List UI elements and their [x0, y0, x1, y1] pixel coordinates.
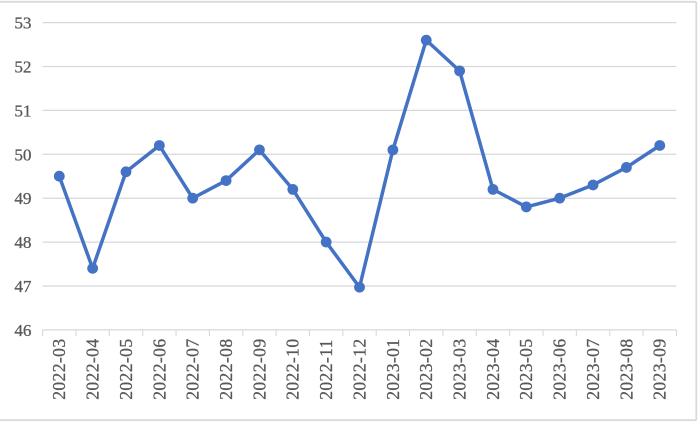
svg-text:2023-06: 2023-06 [550, 338, 570, 399]
svg-text:46: 46 [14, 321, 32, 340]
svg-text:47: 47 [14, 277, 32, 296]
svg-text:2022-09: 2022-09 [249, 338, 269, 399]
svg-text:2022-10: 2022-10 [283, 338, 303, 399]
svg-text:52: 52 [14, 58, 31, 77]
svg-text:2022-12: 2022-12 [349, 338, 369, 399]
svg-text:49: 49 [14, 189, 31, 208]
svg-text:2023-03: 2023-03 [450, 338, 470, 399]
svg-text:2022-08: 2022-08 [216, 338, 236, 399]
svg-text:2022-05: 2022-05 [116, 338, 136, 399]
svg-text:2022-03: 2022-03 [49, 338, 69, 399]
svg-text:2023-05: 2023-05 [516, 338, 536, 399]
svg-text:2023-02: 2023-02 [416, 338, 436, 399]
svg-text:2023-09: 2023-09 [650, 338, 670, 399]
svg-text:2023-07: 2023-07 [583, 338, 603, 399]
svg-text:51: 51 [14, 101, 31, 120]
svg-text:53: 53 [14, 14, 31, 33]
svg-text:2022-04: 2022-04 [83, 338, 103, 399]
svg-text:48: 48 [14, 233, 31, 252]
svg-text:50: 50 [14, 145, 31, 164]
svg-text:2022-11: 2022-11 [316, 339, 336, 400]
svg-text:2023-04: 2023-04 [483, 338, 503, 399]
svg-text:2023-08: 2023-08 [616, 338, 636, 399]
svg-text:2023-01: 2023-01 [383, 338, 403, 399]
svg-text:2022-07: 2022-07 [183, 338, 203, 399]
svg-text:2022-06: 2022-06 [149, 338, 169, 399]
